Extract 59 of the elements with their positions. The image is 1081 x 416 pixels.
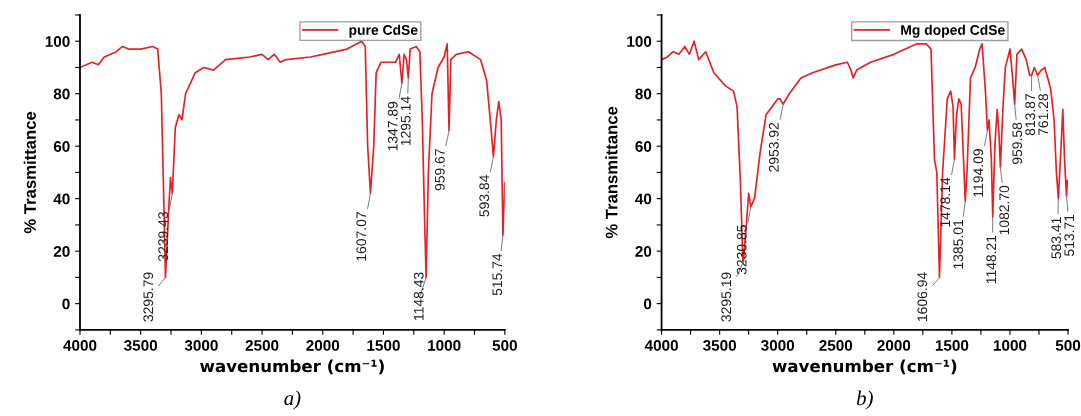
x-tick-label: 3000	[761, 340, 795, 351]
y-axis-title: % Transmittance	[605, 106, 618, 239]
annotation: 513.71	[1064, 214, 1075, 256]
x-tick-label: 3500	[703, 340, 737, 351]
legend-label: Mg doped CdSe	[901, 24, 1005, 38]
annotation: 1347.89	[387, 101, 398, 151]
y-tick-label: 0	[643, 298, 652, 310]
x-tick-label: 1000	[428, 340, 461, 351]
text: a)	[284, 390, 301, 410]
annotation: 1194.09	[973, 149, 984, 197]
y-tick-label: 40	[635, 193, 652, 205]
annotation: 3239.43	[158, 212, 169, 262]
y-tick-label: 20	[53, 246, 70, 257]
annotation: 1385.01	[953, 219, 964, 269]
y-tick-label: 80	[53, 88, 70, 100]
annotation: 1295.14	[400, 96, 411, 146]
y-tick-label: 0	[62, 298, 70, 310]
y-tick-label: 80	[635, 88, 652, 100]
x-tick-label: 2000	[306, 340, 340, 351]
x-axis-title: wavenumber (cm⁻¹)	[200, 359, 384, 375]
y-tick-label: 60	[53, 141, 70, 152]
y-tick-label: 40	[53, 193, 70, 205]
x-tick-label: 2500	[245, 340, 279, 351]
x-tick-label: 1000	[993, 340, 1027, 351]
x-tick-label: 2500	[819, 340, 853, 351]
annotation: 1082.70	[999, 185, 1010, 235]
x-tick-label: 1500	[367, 340, 400, 351]
x-tick-label: 500	[492, 340, 517, 351]
x-tick-label: 2000	[877, 340, 911, 351]
x-axis-title: wavenumber (cm⁻¹)	[772, 359, 957, 375]
annotation: 1478.14	[940, 177, 951, 227]
annotation: 2953.92	[768, 122, 779, 172]
y-tick-label: 100	[627, 36, 652, 47]
x-tick-label: 500	[1055, 340, 1081, 351]
annotation: 3295.79	[143, 272, 154, 322]
annotation: 959.67	[434, 149, 445, 191]
x-tick-label: 4000	[644, 340, 678, 351]
annotation: 3295.19	[721, 272, 732, 322]
x-tick-label: 3000	[184, 340, 218, 351]
legend-label: pure CdSe	[349, 24, 418, 38]
annotation: 1607.07	[356, 212, 367, 261]
text: b)	[856, 390, 873, 410]
annotation: 1148.43	[413, 272, 424, 320]
annotation: 813.87	[1025, 94, 1036, 136]
annotation: 583.41	[1051, 217, 1062, 259]
annotation: 1148.21	[986, 235, 997, 284]
y-axis-title: % Trasmittance	[23, 111, 36, 234]
x-tick-label: 4000	[63, 340, 97, 351]
x-tick-label: 1500	[935, 340, 969, 351]
annotation: 1606.94	[917, 272, 928, 322]
annotation: 593.84	[479, 175, 490, 217]
annotation: 3230.85	[736, 225, 747, 275]
y-tick-label: 20	[635, 246, 652, 257]
annotation: 761.28	[1038, 93, 1049, 136]
y-tick-label: 100	[45, 36, 70, 47]
annotation: 515.74	[492, 253, 503, 296]
y-tick-label: 60	[635, 141, 652, 152]
annotation: 959.58	[1012, 122, 1023, 165]
x-tick-label: 3500	[124, 340, 158, 351]
